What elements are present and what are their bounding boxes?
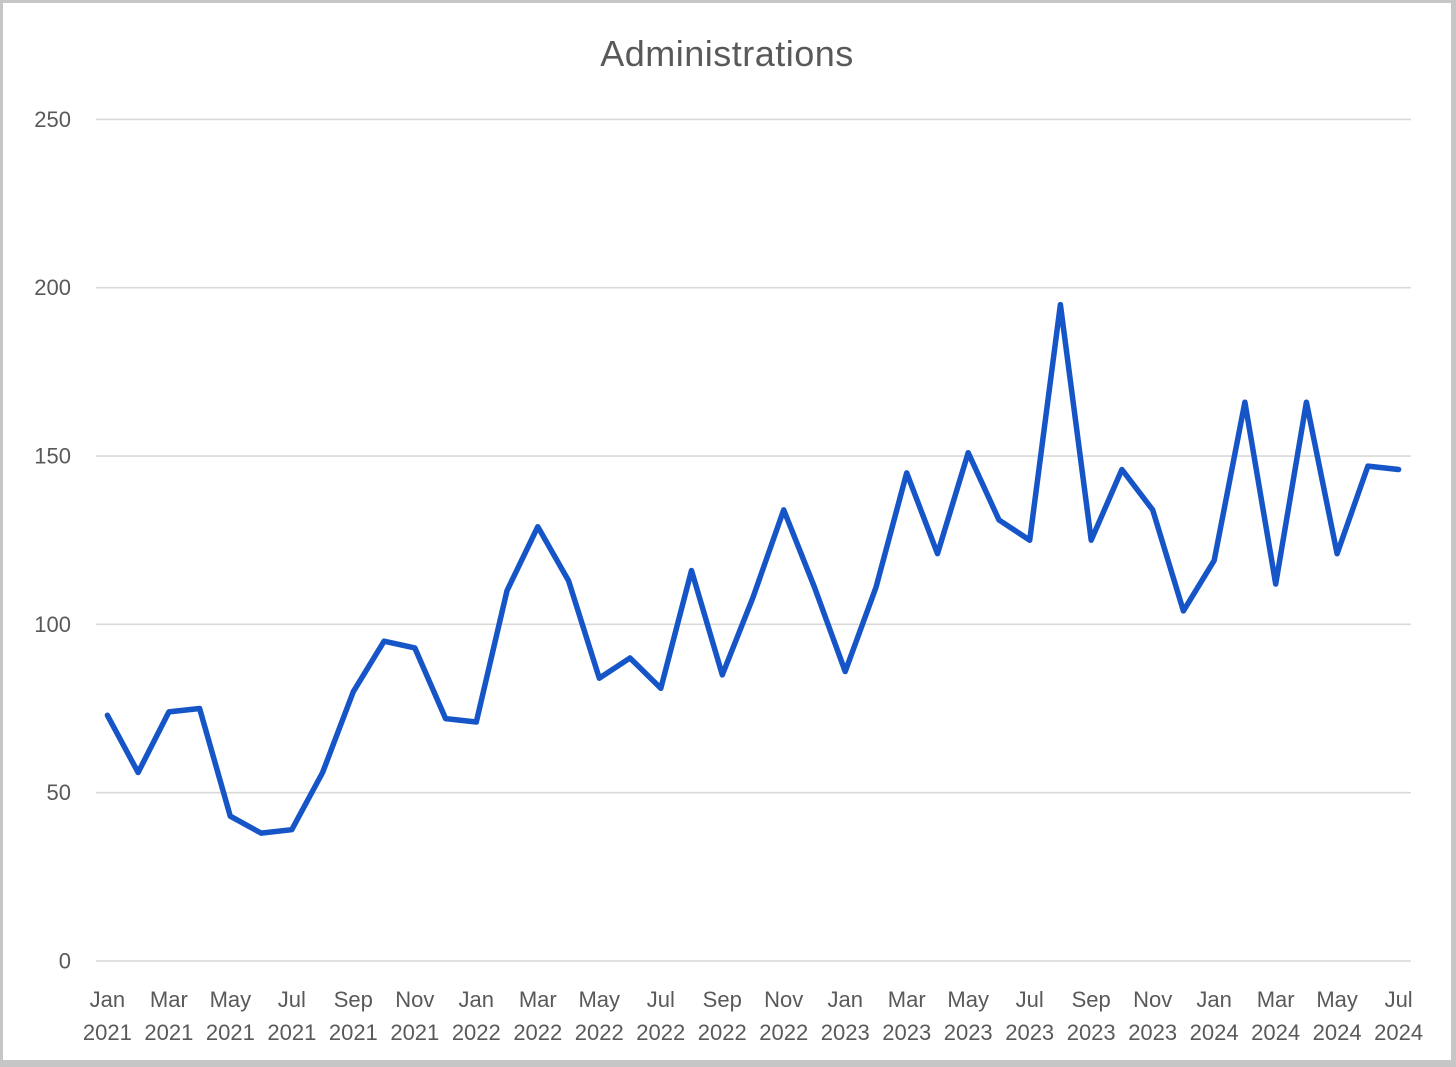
x-axis-tick-label: Sep 2023 (1067, 987, 1116, 1045)
x-axis-tick-label: Mar 2022 (513, 987, 562, 1045)
x-axis-tick-label: Nov 2021 (390, 987, 439, 1045)
y-axis-tick-label: 50 (47, 780, 71, 805)
data-series-line (104, 301, 1402, 836)
x-axis-tick-label: Mar 2021 (144, 987, 193, 1045)
x-axis-tick-label: Sep 2021 (329, 987, 378, 1045)
x-axis-tick-label: Jul 2024 (1374, 987, 1423, 1045)
y-axis-tick-label: 150 (34, 444, 71, 469)
chart-title: Administrations (600, 33, 854, 74)
x-axis-tick-label: Jan 2022 (452, 987, 501, 1045)
x-axis-tick-label: May 2023 (944, 987, 993, 1045)
x-axis-tick-label: Jul 2021 (267, 987, 316, 1045)
x-axis-tick-label: Jan 2021 (83, 987, 132, 1045)
y-axis-tick-label: 0 (59, 949, 71, 974)
x-axis-tick-label: Nov 2022 (759, 987, 808, 1045)
x-axis-tick-label: May 2021 (206, 987, 255, 1045)
y-axis-tick-label: 100 (34, 612, 71, 637)
y-axis-tick-label: 250 (34, 107, 71, 132)
x-axis-tick-label: Jul 2023 (1005, 987, 1054, 1045)
x-axis-tick-label: Jan 2023 (821, 987, 870, 1045)
y-axis-tick-label: 200 (34, 275, 71, 300)
x-axis-tick-label: May 2024 (1313, 987, 1362, 1045)
x-axis-tick-label: Mar 2023 (882, 987, 931, 1045)
x-axis-tick-label: Sep 2022 (698, 987, 747, 1045)
x-axis-tick-label: Mar 2024 (1251, 987, 1300, 1045)
x-axis-tick-label: Nov 2023 (1128, 987, 1177, 1045)
x-axis-tick-label: Jan 2024 (1190, 987, 1239, 1045)
x-axis-tick-label: May 2022 (575, 987, 624, 1045)
x-axis-tick-label: Jul 2022 (636, 987, 685, 1045)
